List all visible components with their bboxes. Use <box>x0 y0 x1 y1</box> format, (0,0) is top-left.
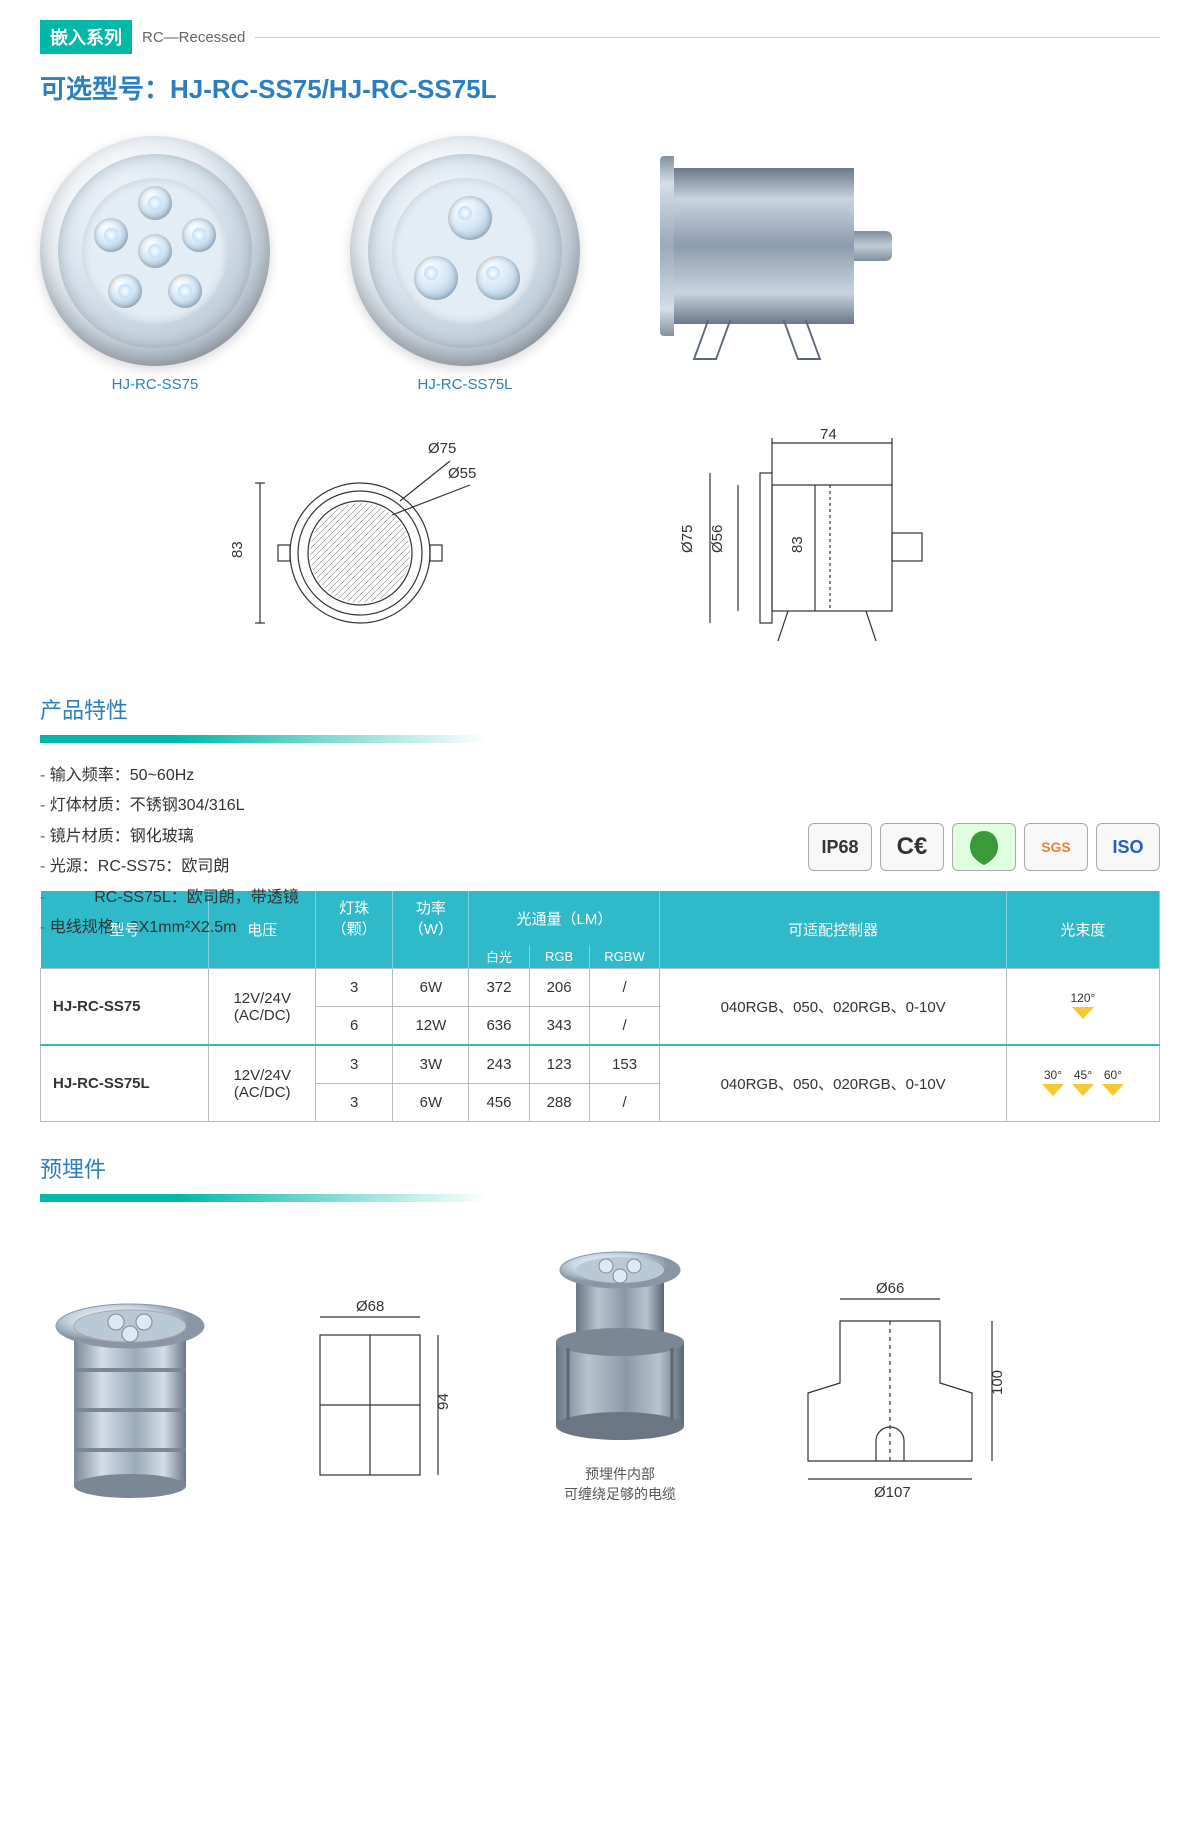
header-line <box>255 37 1160 38</box>
cell-rgb: 123 <box>529 1045 589 1084</box>
cell-rgb: 343 <box>529 1007 589 1046</box>
cell-rgb: 288 <box>529 1084 589 1122</box>
th-rgbw: RGBW <box>589 945 660 969</box>
tech-front-svg: Ø75 Ø55 83 <box>220 423 480 653</box>
th-white: 白光 <box>469 945 529 969</box>
cell-controller: 040RGB、050、020RGB、0-10V <box>660 1045 1006 1122</box>
lamp-photo-ss75 <box>40 136 270 366</box>
cell-rgbw: / <box>589 969 660 1007</box>
header: 嵌入系列 RC—Recessed <box>40 20 1160 54</box>
embed-photo-2: 预埋件内部 可缠绕足够的电缆 <box>520 1222 720 1504</box>
cell-rgb: 206 <box>529 969 589 1007</box>
cell-rgbw: 153 <box>589 1045 660 1084</box>
cell-voltage: 12V/24V (AC/DC) <box>209 1045 316 1122</box>
series-sub: RC—Recessed <box>142 29 245 46</box>
photo-item-side <box>660 136 910 393</box>
series-badge: 嵌入系列 <box>40 20 132 54</box>
section-underline-2 <box>40 1194 1160 1202</box>
badge-ip68: IP68 <box>808 823 872 871</box>
dim-d75b: Ø75 <box>679 525 696 553</box>
embed1-d: Ø68 <box>356 1298 384 1315</box>
embed2-dtop: Ø66 <box>876 1280 904 1297</box>
cell-white: 243 <box>469 1045 529 1084</box>
cell-leds: 3 <box>316 1084 393 1122</box>
embed-caption: 预埋件内部 可缠绕足够的电缆 <box>520 1465 720 1504</box>
cell-beam: 30°45°60° <box>1006 1045 1159 1122</box>
dim-w74: 74 <box>820 426 837 443</box>
th-beam: 光束度 <box>1006 891 1159 969</box>
th-leds: 灯珠（颗） <box>316 891 393 945</box>
th-lumen: 光通量（LM） <box>469 891 660 945</box>
cell-leds: 6 <box>316 1007 393 1046</box>
lamp-photo-side <box>660 136 910 356</box>
cell-white: 636 <box>469 1007 529 1046</box>
cell-power: 3W <box>393 1045 469 1084</box>
dim-d55: Ø55 <box>448 465 476 482</box>
cell-power: 6W <box>393 1084 469 1122</box>
cell-leds: 3 <box>316 1045 393 1084</box>
badge-rohs <box>952 823 1016 871</box>
lamp-photo-ss75l <box>350 136 580 366</box>
embed-title: 预埋件 <box>40 1152 1160 1184</box>
cell-beam: 120° <box>1006 969 1159 1046</box>
photo-item-ss75l: HJ-RC-SS75L <box>350 136 580 393</box>
embed2-h: 100 <box>989 1370 1006 1395</box>
embed-row: Ø68 94 预埋件内部 可缠绕足够的电缆 <box>40 1222 1160 1504</box>
cell-model: HJ-RC-SS75L <box>41 1045 209 1122</box>
photo-label-ss75l: HJ-RC-SS75L <box>350 376 580 393</box>
embed-draw-1: Ø68 94 <box>280 1285 460 1505</box>
cell-power: 6W <box>393 969 469 1007</box>
feature-item: 输入频率：50~60Hz <box>40 761 1160 791</box>
photo-item-ss75: HJ-RC-SS75 <box>40 136 270 393</box>
badge-sgs: SGS <box>1024 823 1088 871</box>
dim-d75: Ø75 <box>428 440 456 457</box>
dim-h83: 83 <box>229 541 246 558</box>
badge-iso: ISO <box>1096 823 1160 871</box>
feature-item: 灯体材质：不锈钢304/316L <box>40 791 1160 821</box>
cell-controller: 040RGB、050、020RGB、0-10V <box>660 969 1006 1046</box>
photo-label-ss75: HJ-RC-SS75 <box>40 376 270 393</box>
cell-rgbw: / <box>589 1084 660 1122</box>
cell-voltage: 12V/24V (AC/DC) <box>209 969 316 1046</box>
th-rgb: RGB <box>529 945 589 969</box>
tech-side-svg: 74 Ø75 Ø56 83 <box>660 423 980 653</box>
dim-d56: Ø56 <box>709 525 726 553</box>
cell-model: HJ-RC-SS75 <box>41 969 209 1046</box>
model-title: 可选型号：HJ-RC-SS75/HJ-RC-SS75L <box>40 69 1160 106</box>
dim-depth83: 83 <box>789 536 806 553</box>
badge-ce: C€ <box>880 823 944 871</box>
embed2-dbot: Ø107 <box>874 1484 911 1501</box>
features-title: 产品特性 <box>40 693 1160 725</box>
cell-leds: 3 <box>316 969 393 1007</box>
cell-white: 456 <box>469 1084 529 1122</box>
section-underline <box>40 735 1160 743</box>
cell-white: 372 <box>469 969 529 1007</box>
cell-power: 12W <box>393 1007 469 1046</box>
embed1-h: 94 <box>435 1393 452 1410</box>
embed-draw-2: Ø66 100 Ø107 <box>780 1275 1010 1505</box>
photo-row: HJ-RC-SS75 HJ-RC-SS75L <box>40 136 1160 393</box>
cell-rgbw: / <box>589 1007 660 1046</box>
th-power: 功率（W） <box>393 891 469 945</box>
embed-photo-1 <box>40 1280 220 1505</box>
tech-drawings: Ø75 Ø55 83 74 Ø75 Ø56 83 <box>40 423 1160 653</box>
th-controller: 可适配控制器 <box>660 891 1006 969</box>
